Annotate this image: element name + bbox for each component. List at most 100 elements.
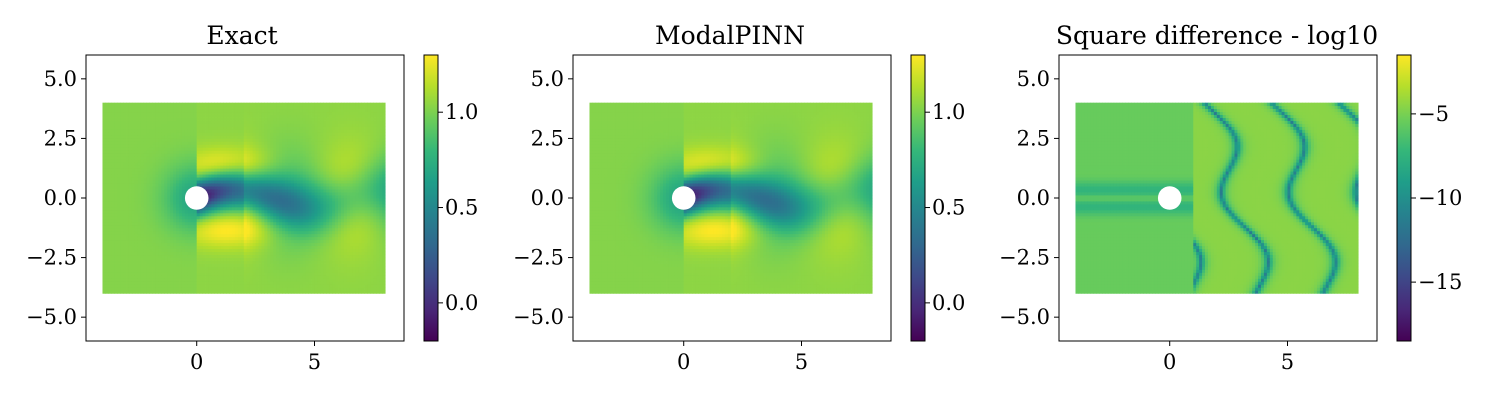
- scatter-cell: [138, 183, 141, 186]
- scatter-cell: [102, 109, 105, 112]
- scatter-cell: [188, 124, 191, 127]
- scatter-cell: [120, 135, 123, 138]
- scatter-cell: [256, 177, 259, 180]
- scatter-cell: [294, 192, 297, 195]
- scatter-cell: [105, 272, 108, 275]
- scatter-cell: [102, 171, 105, 174]
- scatter-cell: [238, 272, 241, 275]
- scatter-cell: [214, 124, 217, 127]
- scatter-cell: [155, 174, 158, 177]
- scatter-cell: [155, 284, 158, 287]
- scatter-cell: [291, 115, 294, 118]
- scatter-cell: [117, 132, 120, 135]
- scatter-cell: [126, 210, 129, 213]
- scatter-cell: [132, 261, 135, 264]
- scatter-cell: [173, 112, 176, 115]
- scatter-cell: [132, 255, 135, 258]
- scatter-cell: [232, 168, 235, 171]
- scatter-cell: [132, 168, 135, 171]
- scatter-cell: [238, 127, 241, 130]
- scatter-cell: [206, 255, 209, 258]
- scatter-cell: [241, 261, 244, 264]
- scatter-cell: [259, 201, 262, 204]
- scatter-cell: [238, 115, 241, 118]
- scatter-cell: [291, 144, 294, 147]
- scatter-cell: [144, 275, 147, 278]
- scatter-cell: [170, 132, 173, 135]
- scatter-cell: [223, 147, 226, 150]
- scatter-cell: [147, 267, 150, 270]
- scatter-cell: [179, 261, 182, 264]
- scatter-cell: [126, 147, 129, 150]
- scatter-cell: [167, 240, 170, 243]
- scatter-cell: [164, 132, 167, 135]
- scatter-cell: [309, 141, 312, 144]
- scatter-cell: [194, 171, 197, 174]
- scatter-cell: [256, 156, 259, 159]
- scatter-cell: [329, 147, 332, 150]
- scatter-cell: [279, 159, 282, 162]
- scatter-cell: [300, 222, 303, 225]
- scatter-cell: [329, 195, 332, 198]
- scatter-cell: [129, 243, 132, 246]
- scatter-cell: [276, 159, 279, 162]
- scatter-cell: [117, 287, 120, 290]
- scatter-cell: [291, 121, 294, 124]
- scatter-cell: [208, 246, 211, 249]
- scatter-cell: [135, 135, 138, 138]
- scatter-cell: [158, 243, 161, 246]
- scatter-cell: [323, 156, 326, 159]
- scatter-cell: [153, 278, 156, 281]
- scatter-cell: [182, 195, 185, 198]
- scatter-cell: [144, 129, 147, 132]
- scatter-cell: [126, 204, 129, 207]
- scatter-cell: [129, 177, 132, 180]
- scatter-cell: [323, 135, 326, 138]
- scatter-cell: [317, 192, 320, 195]
- scatter-cell: [150, 135, 153, 138]
- scatter-cell: [114, 270, 117, 273]
- scatter-cell: [261, 135, 264, 138]
- scatter-cell: [300, 272, 303, 275]
- scatter-cell: [164, 228, 167, 231]
- scatter-cell: [197, 153, 200, 156]
- scatter-cell: [141, 246, 144, 249]
- scatter-cell: [179, 201, 182, 204]
- scatter-cell: [276, 138, 279, 141]
- scatter-cell: [185, 216, 188, 219]
- scatter-cell: [279, 106, 282, 109]
- scatter-cell: [261, 144, 264, 147]
- scatter-cell: [141, 198, 144, 201]
- scatter-cell: [261, 174, 264, 177]
- scatter-cell: [314, 195, 317, 198]
- scatter-cell: [267, 222, 270, 225]
- scatter-cell: [105, 278, 108, 281]
- scatter-cell: [256, 171, 259, 174]
- scatter-cell: [114, 144, 117, 147]
- scatter-cell: [259, 281, 262, 284]
- scatter-cell: [320, 138, 323, 141]
- scatter-cell: [135, 156, 138, 159]
- scatter-cell: [135, 192, 138, 195]
- scatter-cell: [235, 204, 238, 207]
- scatter-cell: [329, 106, 332, 109]
- scatter-cell: [250, 225, 253, 228]
- scatter-cell: [197, 243, 200, 246]
- scatter-cell: [197, 171, 200, 174]
- scatter-cell: [114, 115, 117, 118]
- scatter-cell: [253, 275, 256, 278]
- scatter-cell: [220, 192, 223, 195]
- scatter-cell: [191, 210, 194, 213]
- scatter-cell: [147, 127, 150, 130]
- scatter-cell: [309, 144, 312, 147]
- scatter-cell: [102, 103, 105, 106]
- scatter-cell: [176, 150, 179, 153]
- scatter-cell: [120, 118, 123, 121]
- scatter-cell: [276, 183, 279, 186]
- scatter-cell: [226, 255, 229, 258]
- scatter-cell: [117, 234, 120, 237]
- scatter-cell: [288, 115, 291, 118]
- scatter-cell: [114, 147, 117, 150]
- scatter-cell: [261, 243, 264, 246]
- scatter-cell: [182, 112, 185, 115]
